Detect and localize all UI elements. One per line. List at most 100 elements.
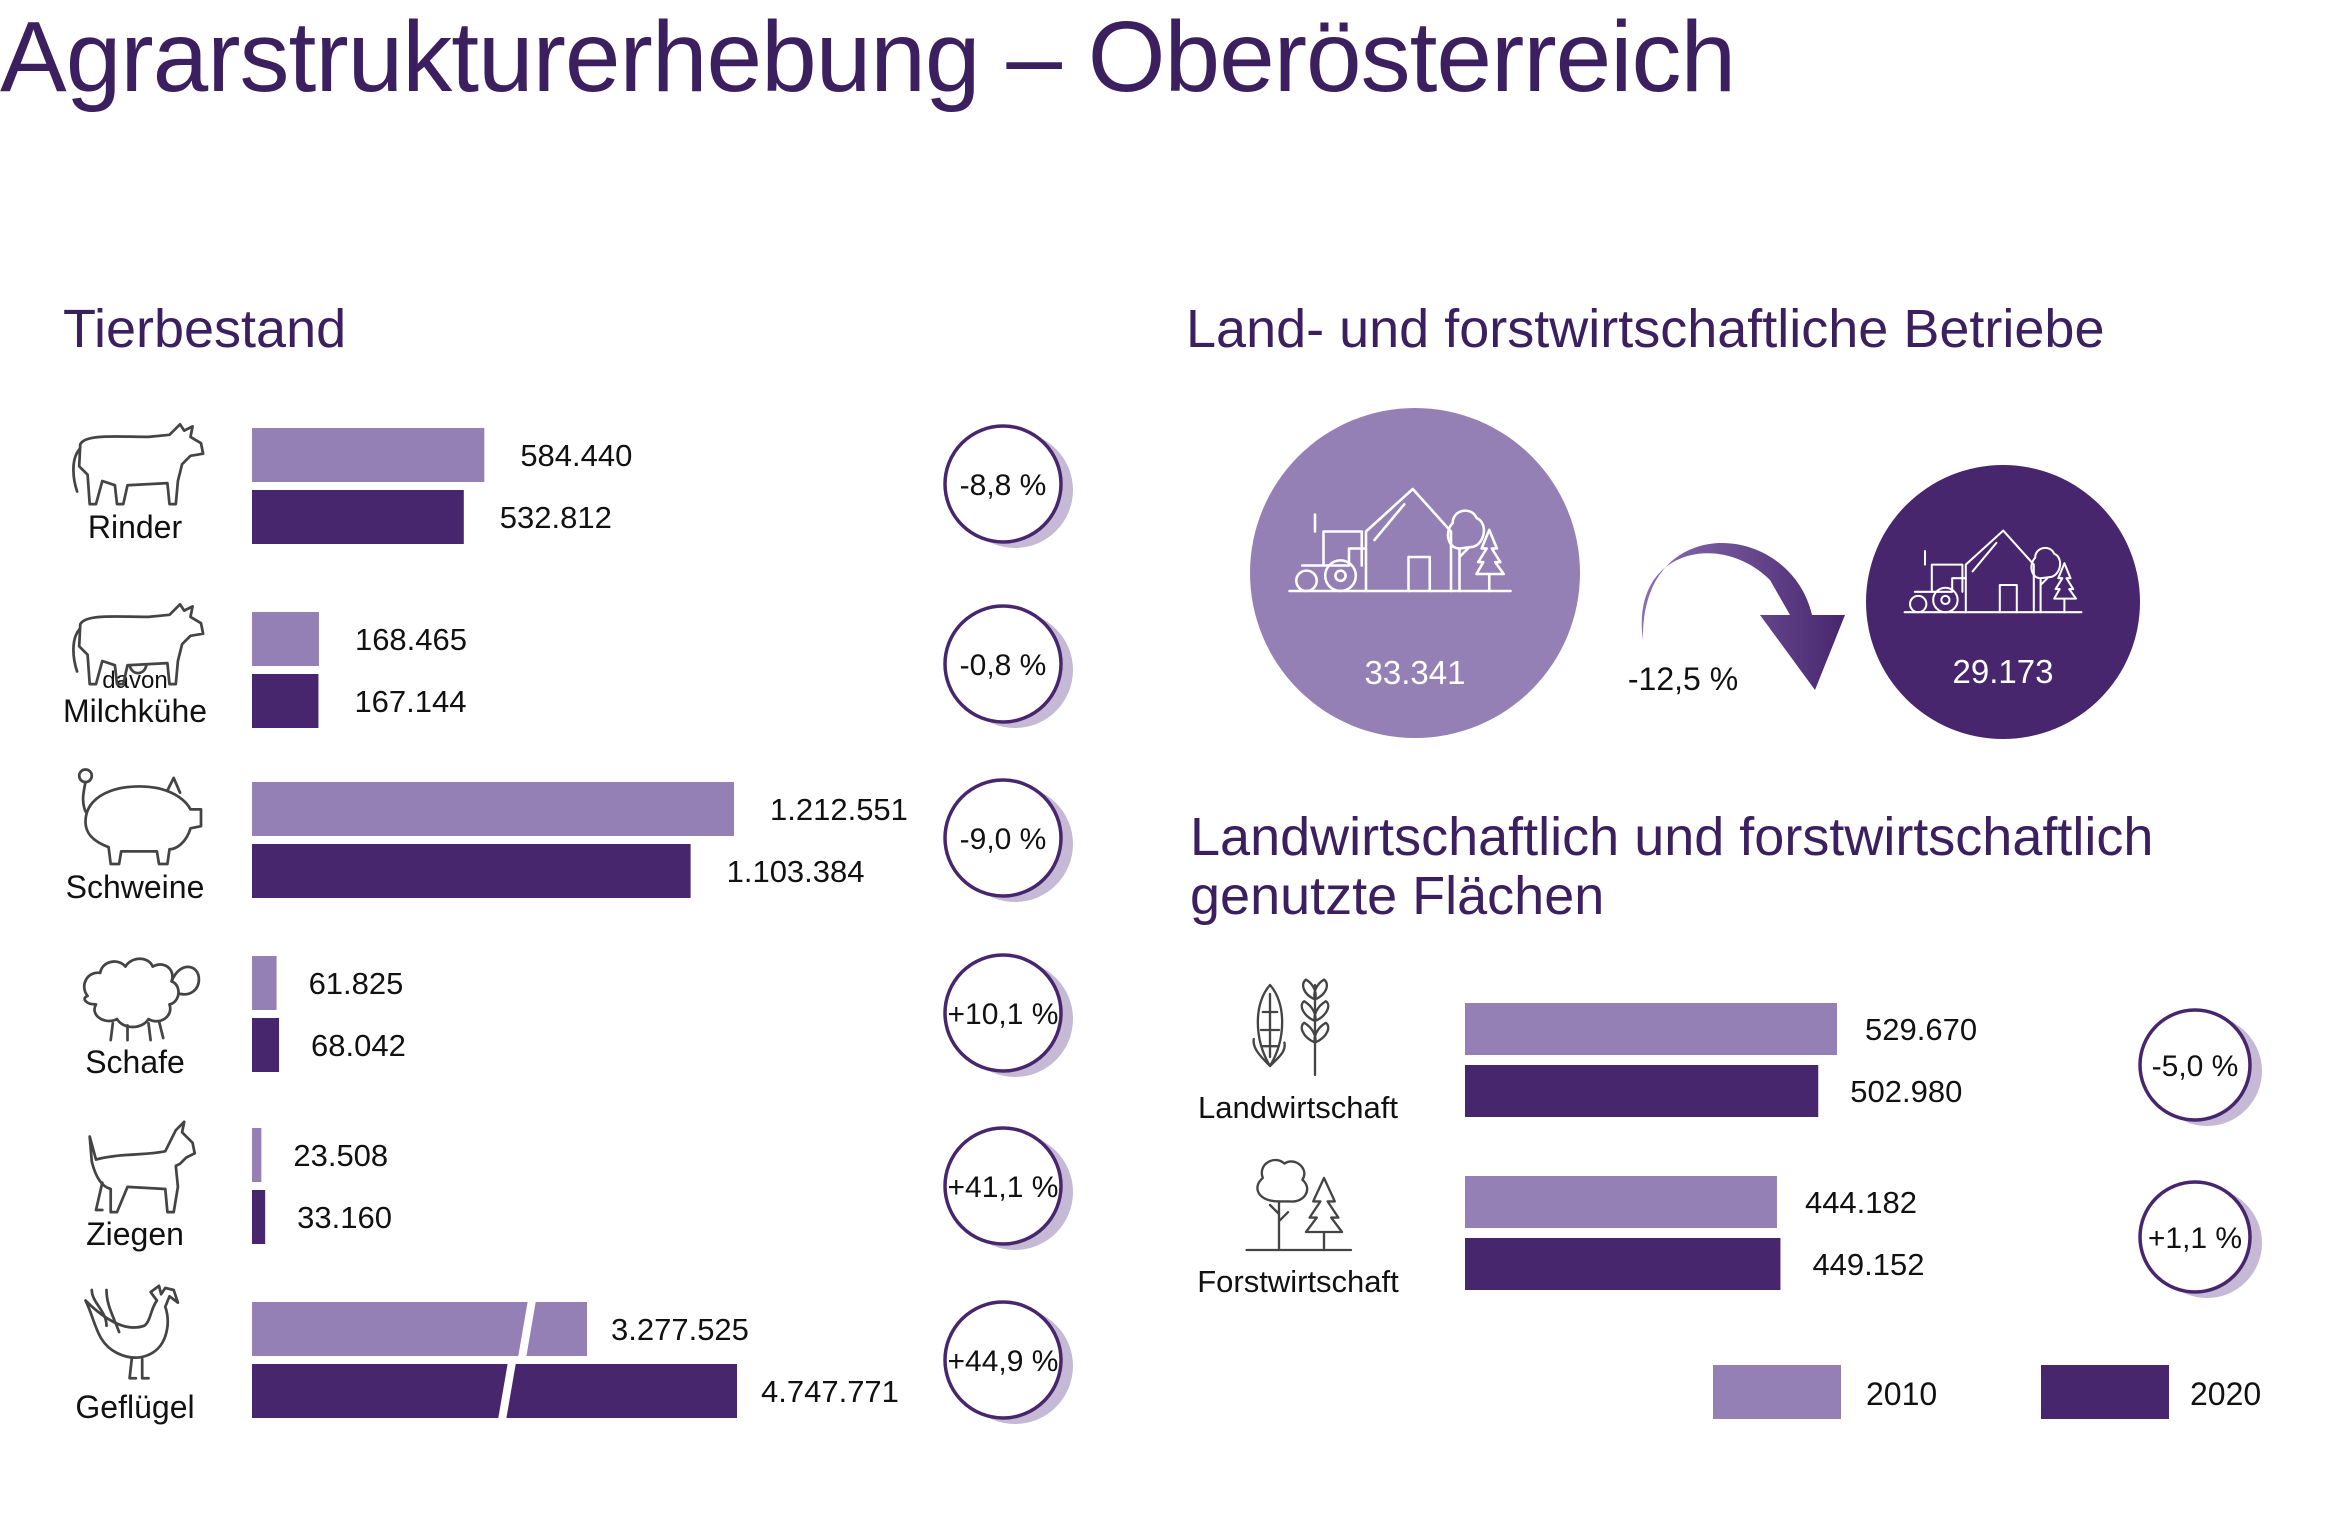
bar-2020 (252, 674, 319, 728)
change-label: +44,9 % (948, 1345, 1059, 1378)
value-label-2010: 168.465 (355, 622, 467, 657)
category-label: Rinder (88, 509, 183, 545)
legend: 2010 2020 (1713, 1365, 2261, 1419)
bar-2020 (1465, 1065, 1819, 1117)
betriebe-2020-value: 29.173 (1953, 653, 2054, 690)
goat-icon (88, 1120, 197, 1214)
value-label-2010: 529.670 (1865, 1012, 1977, 1047)
value-label-2010: 584.440 (520, 438, 632, 473)
change-badge-5: +44,9 % (943, 1300, 1073, 1424)
bar-2010 (1465, 1003, 1837, 1055)
change-label: +41,1 % (948, 1171, 1059, 1204)
badge-circle (943, 1126, 1063, 1246)
badge-circle (943, 604, 1063, 724)
category-label: Schweine (66, 869, 205, 905)
tier-row-3: 61.825 68.042 Schafe (85, 956, 406, 1080)
change-label: +1,1 % (2148, 1222, 2242, 1255)
flaechen-change-badge-0: -5,0 % (2138, 1008, 2262, 1126)
section-title-tierbestand: Tierbestand (63, 299, 347, 359)
tier-row-4: 23.508 33.160 Ziegen (86, 1128, 392, 1252)
change-badge-1: -0,8 % (943, 604, 1073, 728)
flaechen-category-label: Landwirtschaft (1198, 1090, 1398, 1125)
tier-row-5: 3.277.525 4.747.771 Geflügel (75, 1299, 899, 1425)
flaechen-row-1: 444.182 449.152 Forstwirtschaft (1197, 1176, 1925, 1299)
bar-2020 (252, 1364, 737, 1418)
flaechen-row-0: 529.670 502.980 Landwirtschaft (1198, 1003, 1977, 1125)
badge-circle (943, 953, 1063, 1073)
change-badge-3: +10,1 % (943, 953, 1073, 1077)
section-title-betriebe: Land- und forstwirtschaftliche Betriebe (1186, 299, 2105, 359)
trees-icon (1245, 1158, 1353, 1252)
bar-2020 (252, 1190, 266, 1244)
badge-circle (2138, 1180, 2252, 1294)
badge-circle (2138, 1008, 2252, 1122)
bar-2010 (252, 782, 734, 836)
legend-label-2010: 2010 (1866, 1376, 1937, 1412)
flaechen-change-badge-1: +1,1 % (2138, 1180, 2262, 1298)
pig-icon (77, 768, 203, 866)
bar-2020 (1465, 1238, 1781, 1290)
bar-2010 (252, 612, 319, 666)
value-label-2010: 444.182 (1805, 1185, 1917, 1220)
value-label-2010: 23.508 (293, 1138, 388, 1173)
value-label-2020: 167.144 (354, 684, 466, 719)
value-label-2020: 449.152 (1812, 1247, 1924, 1282)
betriebe-2010-circle (1250, 408, 1580, 738)
change-badge-0: -8,8 % (943, 424, 1073, 548)
bar-2010 (252, 1302, 587, 1356)
category-label: Schafe (85, 1044, 185, 1080)
change-label: -8,8 % (960, 469, 1047, 502)
badge-circle (943, 424, 1063, 544)
section-title-flaechen: Landwirtschaftlich und forstwirtschaftli… (1190, 807, 2154, 927)
bar-2020 (252, 490, 464, 544)
value-label-2010: 1.212.551 (770, 792, 908, 827)
page-title: Agrarstrukturerhebung – Oberösterreich (0, 1, 1736, 113)
legend-label-2020: 2020 (2190, 1376, 2261, 1412)
betriebe-panel: 33.341 29.173 -12,5 % (1250, 408, 2140, 739)
category-label: Geflügel (75, 1389, 194, 1425)
decrease-arrow (1641, 543, 1845, 690)
axis-break-mark (498, 1361, 516, 1421)
bar-2010 (1465, 1176, 1777, 1228)
badge-circle (943, 778, 1063, 898)
value-label-2020: 532.812 (500, 500, 612, 535)
cow-icon (72, 422, 205, 506)
value-label-2020: 68.042 (311, 1028, 406, 1063)
value-label-2010: 61.825 (309, 966, 404, 1001)
axis-break-mark (518, 1299, 536, 1359)
bar-2010 (252, 1128, 262, 1182)
value-label-2010: 3.277.525 (611, 1312, 749, 1347)
value-label-2020: 502.980 (1850, 1074, 1962, 1109)
change-label: -5,0 % (2152, 1050, 2239, 1083)
chicken-icon (84, 1284, 180, 1380)
category-label: Milchkühe (63, 693, 207, 729)
category-label: Ziegen (86, 1216, 184, 1252)
bar-2020 (252, 844, 691, 898)
betriebe-change-label: -12,5 % (1628, 661, 1738, 697)
value-label-2020: 1.103.384 (727, 854, 865, 889)
tier-row-2: 1.212.551 1.103.384 Schweine (66, 782, 908, 905)
change-label: +10,1 % (948, 998, 1059, 1031)
bar-2020 (252, 1018, 280, 1072)
legend-swatch-2020 (2041, 1365, 2169, 1419)
farm-icon (1903, 529, 2083, 614)
category-sublabel: davon (102, 667, 167, 694)
change-label: -0,8 % (960, 649, 1047, 682)
dairy-cow-icon (72, 602, 205, 686)
betriebe-2020-circle (1866, 465, 2140, 739)
betriebe-2010-value: 33.341 (1365, 654, 1466, 691)
change-label: -9,0 % (960, 823, 1047, 856)
legend-swatch-2010 (1713, 1365, 1841, 1419)
crops-icon (1252, 978, 1330, 1077)
value-label-2020: 4.747.771 (761, 1374, 899, 1409)
change-badge-4: +41,1 % (943, 1126, 1073, 1250)
sheep-icon (82, 957, 201, 1042)
bar-2010 (252, 428, 485, 482)
change-badge-2: -9,0 % (943, 778, 1073, 902)
tier-row-0: 584.440 532.812 Rinder (88, 428, 632, 545)
bar-2010 (252, 956, 277, 1010)
farm-icon (1288, 487, 1512, 593)
badge-circle (943, 1300, 1063, 1420)
